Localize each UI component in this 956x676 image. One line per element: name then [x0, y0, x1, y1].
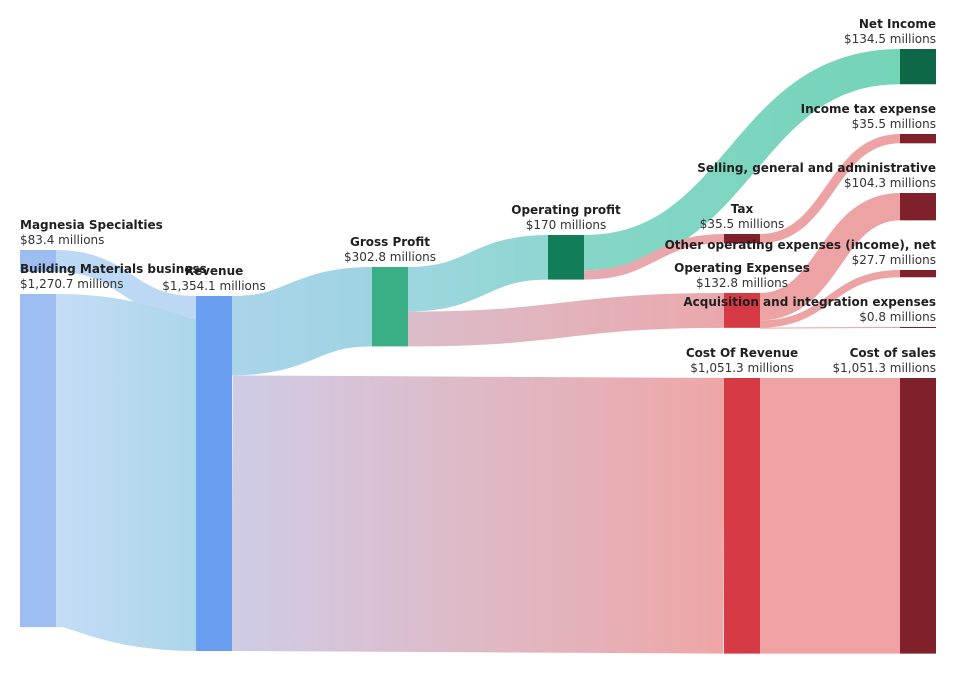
- node-tax: [724, 234, 760, 244]
- node-sga: [900, 193, 936, 221]
- node-label-revenue: Revenue: [185, 264, 244, 278]
- node-value-net_income: $134.5 millions: [844, 32, 936, 46]
- sankey-labels: Magnesia Specialties$83.4 millions Buildi…: [20, 17, 936, 375]
- node-label-gross_profit: Gross Profit: [350, 235, 430, 249]
- node-label-operating_expenses: Operating Expenses: [674, 261, 810, 275]
- node-net_income: [900, 49, 936, 85]
- link-revenue-to-gross_profit: [230, 266, 374, 376]
- node-other_opex: [900, 270, 936, 278]
- node-revenue: [196, 296, 232, 651]
- node-cost_of_revenue: [724, 378, 760, 654]
- node-label-net_income: Net Income: [859, 17, 936, 31]
- link-operating_expenses-to-sga: [758, 193, 902, 321]
- node-cost_of_sales: [900, 378, 936, 654]
- node-magnesia: [20, 250, 56, 272]
- node-value-other_opex: $27.7 millions: [852, 253, 936, 267]
- node-gross_profit: [372, 267, 408, 347]
- node-label-other_opex: Other operating expenses (income), net: [665, 238, 937, 252]
- link-revenue-to-cost_of_revenue: [231, 375, 725, 654]
- node-value-magnesia: $83.4 millions: [20, 233, 104, 247]
- node-label-building: Building Materials business: [20, 262, 207, 276]
- sankey-nodes: [20, 49, 936, 654]
- sankey-links: [51, 49, 902, 654]
- node-label-cost_of_sales: Cost of sales: [850, 346, 936, 360]
- node-income_tax: [900, 134, 936, 144]
- node-label-operating_profit: Operating profit: [511, 203, 621, 217]
- link-building-to-revenue: [51, 294, 201, 651]
- node-value-cost_of_sales: $1,051.3 millions: [833, 361, 936, 375]
- link-gross_profit-to-operating_expenses: [407, 293, 725, 347]
- node-value-building: $1,270.7 millions: [20, 277, 123, 291]
- node-value-operating_expenses: $132.8 millions: [696, 276, 788, 290]
- link-operating_profit-to-net_income: [583, 49, 901, 271]
- node-label-magnesia: Magnesia Specialties: [20, 218, 163, 232]
- node-value-income_tax: $35.5 millions: [852, 117, 936, 131]
- link-operating_expenses-to-other_opex: [759, 269, 901, 328]
- node-building: [20, 294, 56, 628]
- node-label-acquisition: Acquisition and integration expenses: [683, 295, 936, 309]
- node-label-sga: Selling, general and administrative: [697, 161, 936, 175]
- node-value-acquisition: $0.8 millions: [859, 310, 936, 324]
- node-label-cost_of_revenue: Cost Of Revenue: [686, 346, 798, 360]
- node-acquisition: [900, 327, 936, 328]
- node-label-tax: Tax: [731, 202, 754, 216]
- node-value-gross_profit: $302.8 millions: [344, 250, 436, 264]
- link-tax-to-income_tax: [759, 133, 901, 244]
- link-operating_profit-to-tax: [583, 233, 725, 280]
- link-operating_expenses-to-acquisition: [759, 327, 901, 329]
- node-value-cost_of_revenue: $1,051.3 millions: [690, 361, 793, 375]
- node-operating_expenses: [724, 293, 760, 328]
- node-operating_profit: [548, 235, 584, 280]
- node-value-revenue: $1,354.1 millions: [162, 279, 265, 293]
- link-gross_profit-to-operating_profit: [407, 234, 549, 312]
- link-magnesia-to-revenue: [55, 249, 197, 318]
- node-value-sga: $104.3 millions: [844, 176, 936, 190]
- node-value-tax: $35.5 millions: [700, 217, 784, 231]
- node-label-income_tax: Income tax expense: [801, 102, 936, 116]
- node-value-operating_profit: $170 millions: [526, 218, 607, 232]
